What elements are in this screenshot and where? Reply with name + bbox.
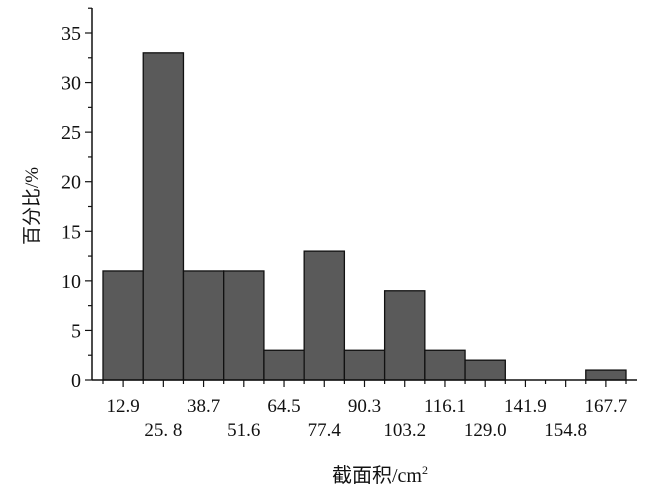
x-axis-label: 截面积/cm2 xyxy=(332,463,428,487)
histogram-bar xyxy=(182,270,225,381)
x-tick-label: 12.9 xyxy=(106,396,139,417)
y-tick-label: 20 xyxy=(61,172,81,194)
x-tick-label: 129.0 xyxy=(464,420,507,441)
y-tick-label: 0 xyxy=(71,370,81,392)
y-axis-label: 百分比/% xyxy=(21,167,43,245)
x-tick-label: 51.6 xyxy=(227,420,260,441)
y-tick-label: 15 xyxy=(61,221,81,243)
x-tick-label: 103.2 xyxy=(383,420,426,441)
x-tick-label: 25. 8 xyxy=(144,420,182,441)
y-tick-label: 10 xyxy=(61,271,81,293)
x-tick-label: 116.1 xyxy=(424,396,466,417)
y-tick-label: 30 xyxy=(61,73,81,95)
x-tick-label: 154.8 xyxy=(544,420,587,441)
histogram-bar xyxy=(142,52,185,381)
histogram-bar xyxy=(424,349,466,381)
x-tick-label: 77.4 xyxy=(308,420,342,441)
histogram-bar xyxy=(102,270,144,381)
histogram-bar xyxy=(303,250,346,381)
y-tick-label: 5 xyxy=(71,320,81,342)
x-tick-label: 38.7 xyxy=(187,396,220,417)
y-tick-label: 25 xyxy=(61,122,81,144)
histogram-bar xyxy=(223,270,265,381)
x-tick-label: 167.7 xyxy=(585,396,628,417)
x-tick-label: 141.9 xyxy=(504,396,547,417)
histogram-bar xyxy=(585,369,627,381)
x-tick-label: 90.3 xyxy=(348,396,381,417)
histogram-bar xyxy=(383,290,426,381)
histogram-bar xyxy=(464,359,506,381)
histogram-bar xyxy=(263,349,305,381)
histogram-bar xyxy=(343,349,386,381)
y-tick-label: 35 xyxy=(61,23,81,45)
x-tick-label: 64.5 xyxy=(267,396,300,417)
